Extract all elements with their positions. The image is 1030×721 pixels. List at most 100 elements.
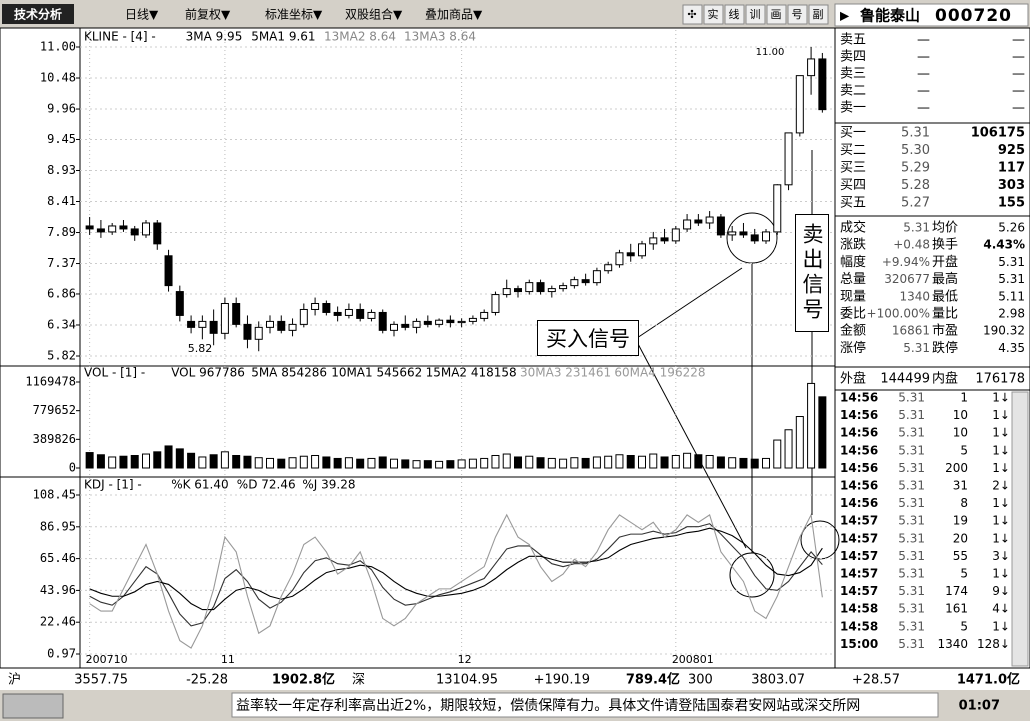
trade-count: 1↓ [992, 391, 1010, 405]
stat-label: 金额 [840, 323, 866, 339]
ask-price: — [917, 84, 930, 99]
candle-body [401, 323, 410, 328]
volume-bar [412, 460, 421, 469]
candle-body [119, 225, 128, 230]
kdj-line [89, 513, 823, 649]
tool-button[interactable] [703, 4, 724, 25]
candle-body [344, 308, 353, 316]
y-tick-label: 6.34 [47, 317, 76, 331]
tool-button[interactable] [787, 4, 808, 25]
y-tick-label: 5.82 [47, 349, 76, 363]
y-tick-label: 10.48 [40, 71, 76, 85]
tab-title[interactable]: 技术分析 [14, 7, 62, 22]
candle-body [322, 303, 331, 313]
trade-price: 5.31 [898, 479, 925, 493]
trade-volume: 5 [960, 619, 968, 633]
candle-body [705, 216, 714, 224]
trade-time: 14:57 [840, 549, 878, 563]
volume-bar [773, 439, 782, 469]
stat-label: 均价 [932, 221, 958, 236]
y-tick-label: 7.89 [47, 225, 76, 239]
clock: 01:07 [959, 699, 1000, 714]
status-item: 1471.0亿 [957, 672, 1020, 688]
logo [2, 693, 64, 719]
tool-icon[interactable]: 号 [792, 8, 803, 21]
trade-count: 128↓ [977, 637, 1010, 651]
volume-bar [322, 456, 331, 469]
candle-body [480, 311, 489, 319]
menu[interactable]: 双股组合▼ [345, 7, 403, 22]
y-tick-label: 0 [69, 461, 76, 475]
x-tick-label: 200710 [86, 653, 128, 666]
candle-body [581, 279, 590, 284]
candle-body [818, 58, 827, 111]
stat-value: 190.32 [983, 324, 1025, 338]
tool-icon[interactable]: 实 [708, 7, 719, 21]
sell-signal: 卖出信号 [795, 214, 829, 332]
tool-button[interactable] [724, 4, 745, 25]
volume-bar [153, 451, 162, 469]
candle-body [175, 291, 184, 316]
candle-body [604, 264, 613, 272]
candle-body [502, 288, 511, 296]
stat-value: 5.31 [998, 255, 1025, 269]
volume-bar [243, 455, 252, 469]
volume-bar [592, 456, 601, 469]
candle-body [130, 228, 139, 236]
y-tick-label: 0.97 [47, 647, 76, 661]
trade-time: 15:00 [840, 637, 878, 651]
y-tick-label: 11.00 [40, 40, 76, 54]
trade-time: 14:57 [840, 567, 878, 581]
candle-body [435, 319, 444, 325]
bid-label: 买五 [840, 196, 866, 211]
y-tick-label: 7.37 [47, 256, 76, 270]
scrollbar[interactable] [1011, 391, 1029, 667]
volume-bar [807, 382, 816, 469]
status-item: 3803.07 [751, 673, 805, 688]
inner-label: 内盘 [932, 371, 958, 387]
trade-volume: 5 [960, 443, 968, 457]
trade-count: 4↓ [992, 602, 1010, 616]
stat-label: 总量 [840, 272, 866, 287]
tool-icon[interactable]: 副 [813, 8, 824, 21]
tool-button[interactable] [745, 4, 766, 25]
candle-body [694, 219, 703, 224]
volume-bar [187, 452, 196, 469]
bid-price: 5.28 [901, 178, 930, 193]
pane-header: 5MA1 9.61 [251, 30, 315, 44]
y-tick-label: 9.45 [47, 132, 76, 146]
candle-body [254, 326, 263, 340]
tool-button[interactable] [808, 4, 829, 25]
tool-icon[interactable]: 画 [771, 8, 782, 21]
trade-price: 5.31 [898, 549, 925, 563]
tool-icon[interactable]: 训 [750, 8, 761, 21]
volume-bar [277, 458, 286, 469]
trade-price: 5.31 [898, 408, 925, 422]
volume-bar [660, 456, 669, 469]
menu[interactable]: 前复权▼ [185, 7, 231, 22]
volume-bar [570, 457, 579, 469]
menu[interactable]: 标准坐标▼ [265, 8, 323, 22]
ask-volume: — [1012, 101, 1025, 116]
volume-bar [525, 455, 534, 469]
volume-bar [514, 456, 522, 469]
trade-count: 1↓ [992, 567, 1010, 581]
tool-button[interactable] [766, 4, 787, 25]
tool-icon[interactable]: ✣ [687, 8, 696, 21]
tool-button[interactable] [682, 4, 703, 25]
bid-price: 5.27 [901, 196, 930, 211]
tab-button[interactable] [2, 4, 74, 24]
ask-volume: — [1012, 33, 1025, 48]
stock-arrow: ▶ [840, 9, 850, 23]
menu[interactable]: 日线▼ [125, 8, 159, 22]
ask-label: 卖三 [840, 67, 866, 82]
tool-icon[interactable]: 线 [729, 7, 740, 21]
menu[interactable]: 叠加商品▼ [425, 7, 483, 22]
volume-bar [446, 460, 455, 469]
pane-header: 5MA 854286 [251, 366, 327, 380]
y-tick-label: 65.46 [40, 551, 76, 565]
candle-body [288, 323, 297, 331]
candle-body [311, 303, 320, 310]
stat-value: +9.94% [882, 255, 930, 269]
bid-label: 买三 [840, 161, 866, 176]
